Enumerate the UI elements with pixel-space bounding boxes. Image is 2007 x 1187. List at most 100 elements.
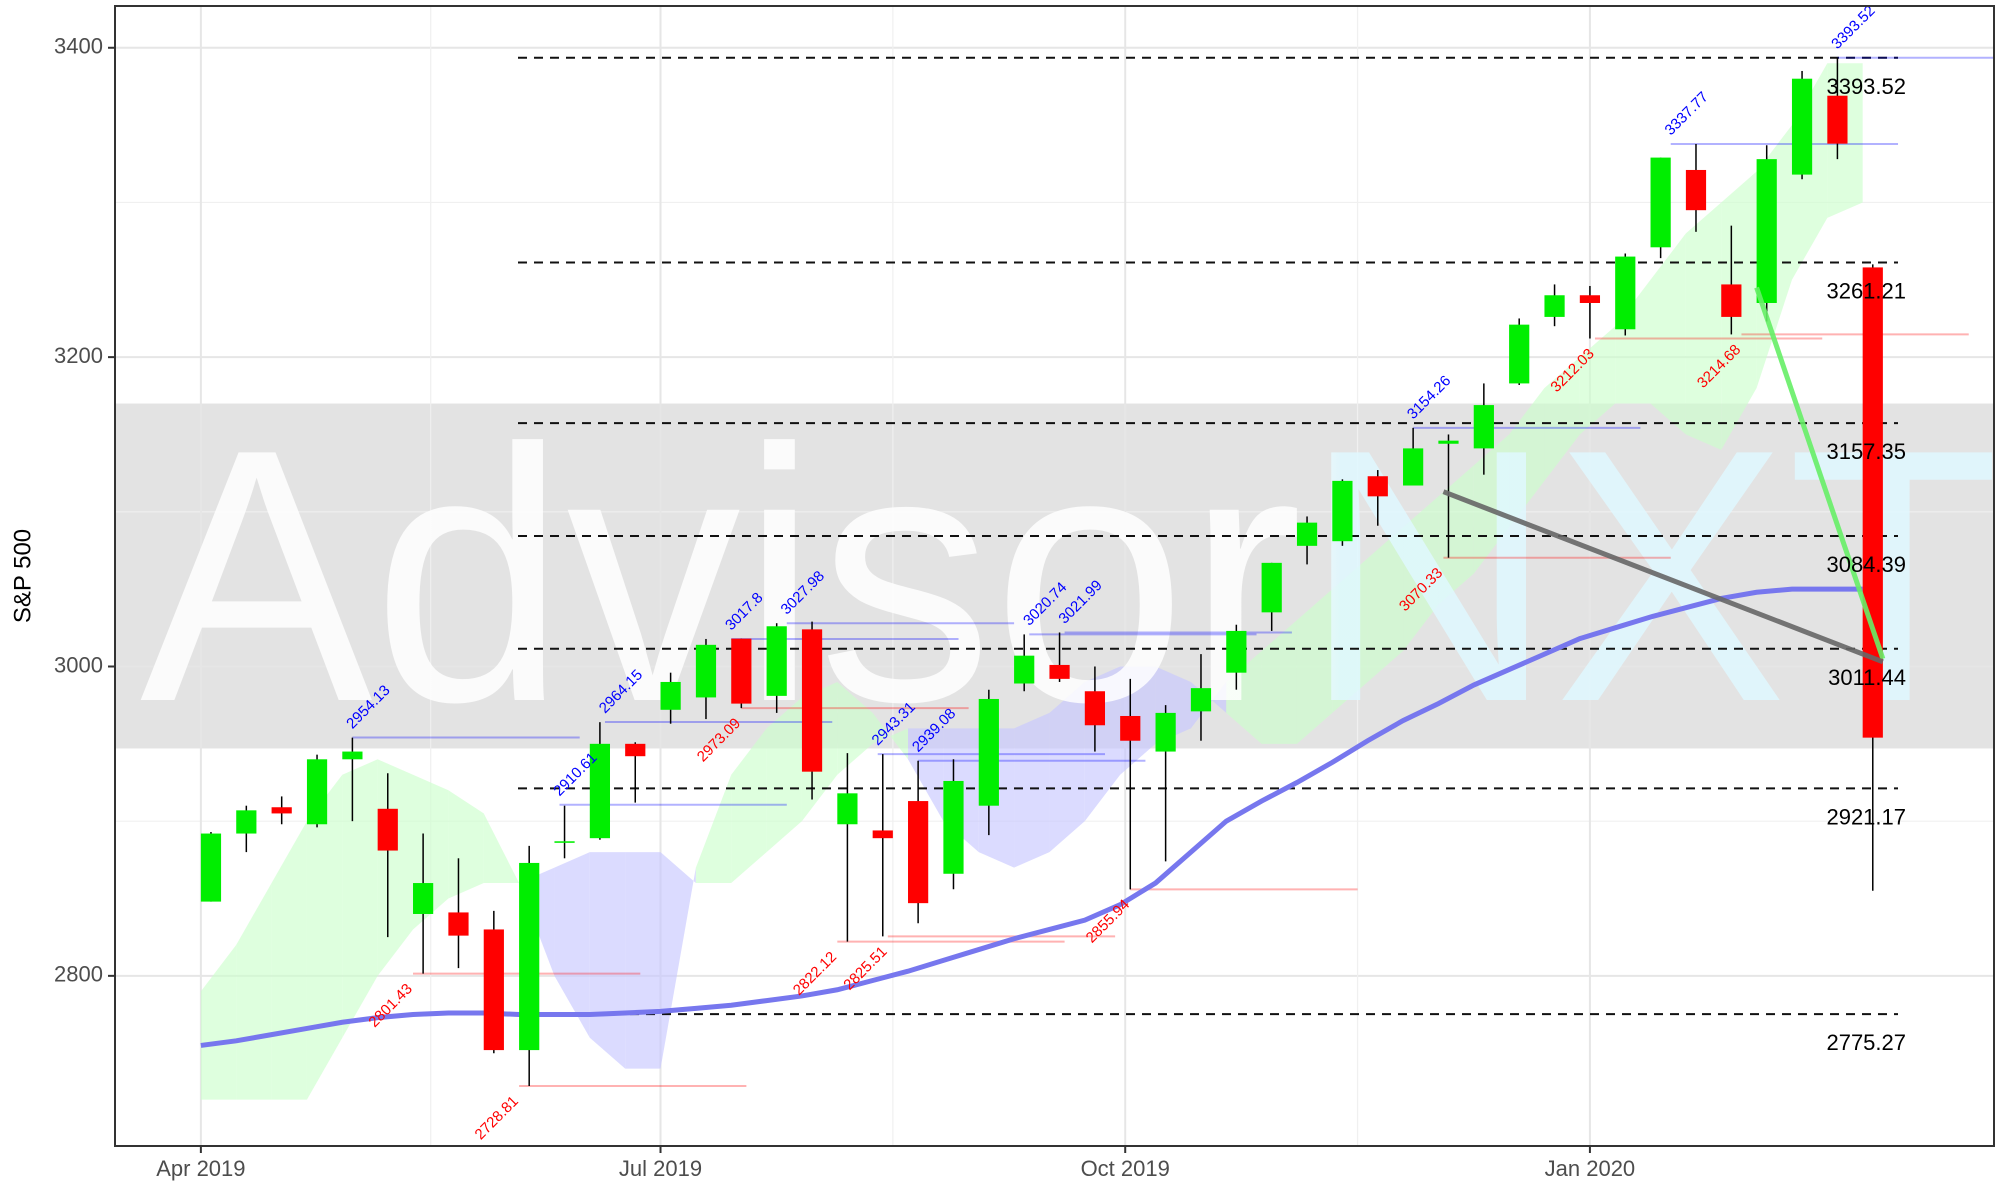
y-tick-label: 3000	[54, 652, 103, 677]
candle-body	[1261, 562, 1282, 613]
cloud-segment	[589, 852, 626, 1069]
candle-body	[1509, 324, 1530, 384]
cloud-segment	[1367, 527, 1404, 682]
level-label: 3011.44	[1828, 665, 1906, 690]
cloud-segment	[306, 774, 343, 1100]
candle-body	[978, 698, 999, 806]
candle-body	[1685, 169, 1707, 211]
candle-body	[1120, 715, 1141, 741]
pivot-label: 3393.52	[1828, 2, 1878, 52]
pivot-label: 2728.81	[472, 1093, 522, 1143]
level-label: 2921.17	[1826, 804, 1906, 829]
candle-body	[519, 862, 540, 1051]
pivot-label: 2825.51	[840, 943, 890, 993]
moving-average	[200, 586, 1863, 1048]
candle-body	[625, 743, 646, 757]
cloud-segment	[271, 821, 307, 1100]
candle-body	[271, 807, 292, 814]
cloud-segment	[1650, 233, 1686, 435]
pivot-label: 3337.77	[1662, 88, 1712, 138]
candle-body	[943, 780, 964, 874]
candle-body	[1791, 78, 1813, 175]
level-label: 3084.39	[1826, 552, 1906, 577]
candle-body	[589, 743, 611, 839]
cloud-segment	[1685, 202, 1722, 450]
candle-body	[306, 759, 328, 825]
cloud-segment	[448, 790, 484, 899]
cloud-segment	[1615, 279, 1651, 404]
cloud-segment	[731, 728, 767, 884]
cloud-segment	[554, 852, 590, 1038]
cloud-segment	[377, 759, 414, 976]
candle-body	[872, 830, 893, 839]
candle-body	[1650, 157, 1671, 248]
candle-body	[1473, 405, 1494, 449]
level-label: 3393.52	[1826, 74, 1906, 99]
plot-area: AdvisorNXT	[115, 6, 2000, 1146]
y-tick-label: 3400	[54, 34, 103, 59]
cloud-segment	[908, 728, 944, 822]
candle-body	[1756, 159, 1777, 303]
candle-body	[236, 810, 257, 834]
cloud-segment	[1332, 558, 1368, 713]
candle-body	[801, 629, 823, 772]
trendline	[1754, 286, 1886, 660]
cloud-segment	[1544, 357, 1580, 481]
x-tick-label: Jan 2020	[1545, 1156, 1636, 1181]
level-label: 3261.21	[1826, 278, 1906, 303]
cloud-segment	[695, 774, 732, 884]
highlight-band	[115, 403, 1994, 749]
candle-body	[1190, 688, 1212, 712]
candle-body	[837, 793, 858, 825]
cloud-segment	[1226, 651, 1262, 744]
trendline	[1442, 489, 1884, 665]
candle-body	[766, 626, 787, 696]
cloud-segment	[1509, 388, 1545, 528]
candle-body	[342, 751, 363, 760]
x-tick-label: Oct 2019	[1081, 1156, 1170, 1181]
candle-body	[413, 883, 434, 914]
x-tick-label: Jul 2019	[619, 1156, 702, 1181]
candle-body	[448, 912, 469, 936]
cloud-segment	[1261, 620, 1297, 744]
candle-body	[695, 644, 717, 698]
candle-body	[908, 801, 929, 904]
candle-body	[483, 929, 504, 1051]
candle-body	[1438, 440, 1459, 444]
cloud-segment	[483, 813, 520, 884]
candle-body	[377, 808, 398, 851]
cloud-segment	[1579, 326, 1616, 435]
y-axis-label: S&P 500	[9, 529, 36, 623]
candle-body	[660, 681, 681, 710]
cloud-segment	[1049, 681, 1085, 853]
panel-border	[114, 5, 1995, 1147]
cloud-segment	[1473, 434, 1510, 574]
candle-body	[554, 841, 575, 843]
watermark: AdvisorNXT	[140, 375, 2000, 777]
y-tick-label: 3200	[54, 343, 103, 368]
level-label: 3157.35	[1826, 439, 1906, 464]
cloud-segment	[872, 712, 909, 760]
x-tick-label: Apr 2019	[156, 1156, 245, 1181]
cloud-segment	[766, 697, 802, 853]
candle-body	[200, 833, 222, 902]
candle-body	[1226, 630, 1247, 673]
cloud-segment	[342, 759, 378, 1038]
candle-body	[1403, 448, 1424, 486]
candle-body	[731, 638, 752, 704]
candle-body	[1544, 295, 1565, 317]
level-label: 2775.27	[1826, 1030, 1906, 1055]
pivot-label: 2801.43	[365, 980, 415, 1030]
cloud-segment	[660, 852, 696, 1069]
y-tick-label: 2800	[54, 962, 103, 987]
candle-body	[1332, 480, 1353, 542]
cloud-segment	[1014, 712, 1050, 868]
candle-body	[1367, 476, 1388, 497]
candle-body	[1049, 664, 1070, 679]
cloud-segment	[200, 944, 237, 1100]
candle-body	[1615, 256, 1636, 330]
candle-body	[1827, 95, 1848, 144]
cloud-segment	[625, 852, 661, 1069]
candle-body	[1721, 284, 1742, 317]
